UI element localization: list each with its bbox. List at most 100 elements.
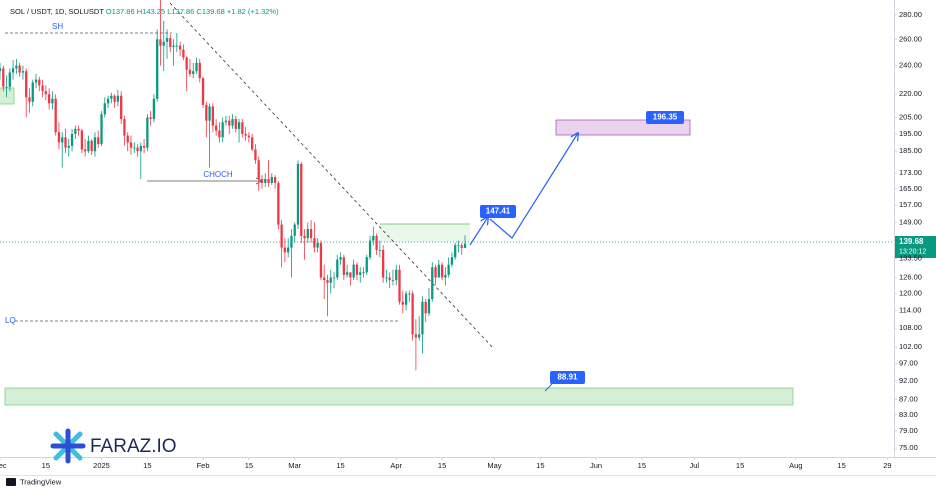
candle-body bbox=[116, 95, 120, 102]
x-tick-label: Feb bbox=[197, 461, 210, 470]
level-box bbox=[480, 205, 516, 218]
y-tick-label: 133.50 bbox=[899, 253, 922, 262]
candle-body bbox=[142, 145, 146, 148]
candle-body bbox=[359, 272, 362, 275]
y-tick-label: 114.00 bbox=[899, 305, 921, 314]
candle-body bbox=[201, 78, 205, 105]
y-tick-label: 185.00 bbox=[899, 146, 922, 155]
symbol: SOL / USDT, 1D, SOLUSDT bbox=[10, 7, 104, 16]
candle-body bbox=[254, 149, 257, 161]
header: SOL / USDT, 1D, SOLUSDT O137.86 H143.25 … bbox=[10, 7, 279, 16]
candle-body bbox=[381, 249, 385, 278]
candle-body bbox=[25, 71, 28, 98]
candle-body bbox=[113, 95, 116, 102]
candle-body bbox=[126, 135, 129, 143]
candle-body bbox=[90, 140, 93, 152]
candle-body bbox=[208, 106, 211, 121]
candle-body bbox=[38, 79, 41, 86]
candle-body bbox=[316, 242, 319, 248]
level-box bbox=[646, 111, 684, 124]
price-value: 139.68 bbox=[899, 237, 924, 246]
candle-body bbox=[345, 272, 349, 275]
x-tick-label: 29 bbox=[883, 461, 891, 470]
candle-body bbox=[188, 69, 192, 74]
x-tick-label: Jul bbox=[689, 461, 699, 470]
candle-body bbox=[41, 85, 44, 92]
y-tick-label: 102.00 bbox=[899, 342, 922, 351]
candle-body bbox=[270, 177, 273, 183]
candle-body bbox=[18, 65, 21, 73]
candle-body bbox=[133, 147, 136, 149]
trend-line bbox=[169, 2, 495, 350]
candle-body bbox=[11, 68, 15, 73]
candle-body bbox=[47, 94, 51, 104]
candle-body bbox=[300, 163, 303, 236]
candle-body bbox=[440, 264, 444, 278]
candle-body bbox=[251, 137, 254, 150]
projection-arrow bbox=[469, 217, 488, 246]
candle-body bbox=[152, 98, 156, 120]
candle-body bbox=[260, 179, 264, 183]
candle-body bbox=[123, 119, 126, 136]
footer: TradingView bbox=[20, 477, 62, 486]
candle-body bbox=[313, 238, 316, 248]
candle-body bbox=[424, 301, 427, 314]
candle-body bbox=[234, 119, 237, 129]
demand-zone bbox=[4, 387, 794, 406]
candle-body bbox=[355, 264, 359, 275]
candle-body bbox=[427, 299, 431, 314]
candle-body bbox=[198, 62, 201, 79]
candle-body bbox=[323, 277, 326, 281]
candle-body bbox=[51, 98, 54, 104]
level-label: 196.35 bbox=[653, 113, 678, 122]
x-tick-label: Mar bbox=[288, 461, 301, 470]
candle-body bbox=[110, 95, 113, 99]
ohlc-open: O137.86 bbox=[106, 7, 135, 16]
x-tick-label: Aug bbox=[789, 461, 802, 470]
y-tick-label: 75.00 bbox=[899, 443, 918, 452]
candle-body bbox=[241, 122, 244, 134]
choch-label: CHOCH bbox=[203, 170, 233, 179]
candle-body bbox=[450, 257, 454, 265]
x-tick-label: 2025 bbox=[93, 461, 110, 470]
candle-body bbox=[431, 267, 434, 300]
y-tick-label: 240.00 bbox=[899, 61, 922, 70]
candle-body bbox=[287, 247, 290, 253]
level-label: 147.41 bbox=[486, 207, 511, 216]
candle-body bbox=[264, 179, 267, 183]
drawings bbox=[0, 2, 894, 406]
candle-body bbox=[136, 147, 139, 152]
candle-body bbox=[5, 86, 8, 88]
candle-body bbox=[31, 82, 34, 102]
candle-body bbox=[106, 98, 110, 104]
candle-body bbox=[401, 301, 404, 305]
y-tick-label: 205.00 bbox=[899, 112, 922, 121]
candle-body bbox=[303, 235, 306, 239]
candle-body bbox=[388, 277, 391, 281]
candle-body bbox=[267, 179, 270, 183]
candle-body bbox=[185, 57, 188, 70]
candle-body bbox=[156, 39, 159, 99]
y-tick-label: 260.00 bbox=[899, 34, 922, 43]
y-tick-label: 83.00 bbox=[899, 410, 918, 419]
y-tick-label: 220.00 bbox=[899, 89, 922, 98]
candle-body bbox=[290, 235, 293, 248]
y-tick-label: 126.00 bbox=[899, 272, 922, 281]
zone bbox=[0, 87, 15, 105]
candle-body bbox=[8, 72, 11, 87]
x-tick-label: 15 bbox=[336, 461, 344, 470]
y-tick-label: 195.00 bbox=[899, 129, 922, 138]
candle-body bbox=[54, 98, 57, 133]
candle-body bbox=[15, 65, 18, 69]
candle-body bbox=[280, 224, 283, 248]
candle-body bbox=[165, 38, 169, 42]
y-tick-label: 149.00 bbox=[899, 217, 922, 226]
candle-body bbox=[0, 68, 2, 72]
candle-body bbox=[411, 293, 414, 335]
level-label: 88.91 bbox=[557, 373, 578, 382]
candle-body bbox=[454, 245, 457, 258]
candle-body bbox=[283, 247, 287, 253]
candle-body bbox=[332, 277, 336, 279]
